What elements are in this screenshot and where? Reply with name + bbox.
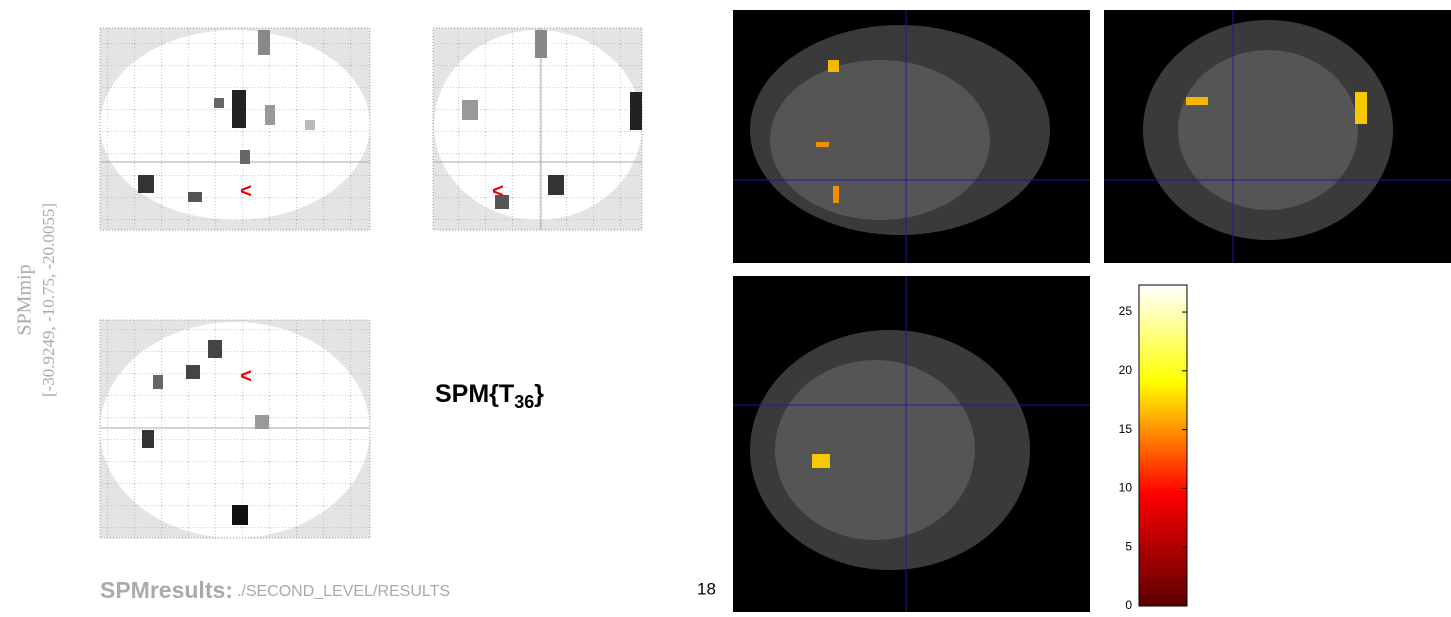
results-label: SPMresults: — [100, 577, 233, 603]
mip-title: SPMmip — [14, 264, 36, 335]
glass-brain-sagittal: < — [100, 28, 370, 230]
mri-sagittal — [733, 10, 1090, 263]
mri-axial — [733, 276, 1090, 612]
colorbar-tick-label: 5 — [1125, 539, 1132, 553]
colorbar-tick-label: 25 — [1119, 304, 1133, 318]
mip-coordinates: [-30.9249, -10.75, -20.0055] — [39, 203, 58, 397]
results-path: ./SECOND_LEVEL/RESULTS — [237, 583, 450, 600]
results-line: SPMresults:./SECOND_LEVEL/RESULTS — [100, 577, 450, 603]
colorbar-tick-label: 10 — [1119, 481, 1133, 495]
glass-brain-axial: < — [100, 320, 370, 538]
statistic-subscript: 36 — [514, 392, 534, 412]
svg-text:<: < — [240, 365, 252, 387]
page: SPMmip [-30.9249, -10.75, -20.0055] < < … — [0, 0, 1451, 612]
svg-text:<: < — [492, 180, 504, 202]
statistic-prefix: SPM{T — [435, 380, 514, 408]
spm-results-window: SPMmip [-30.9249, -10.75, -20.0055] < < … — [0, 0, 1451, 612]
mip-label: SPMmip [-30.9249, -10.75, -20.0055] — [14, 203, 58, 397]
colorbar-tick-label: 20 — [1119, 363, 1133, 377]
statistic-label: SPM{T36} — [435, 380, 544, 412]
statistic-suffix: } — [534, 380, 544, 408]
colorbar-tick-label: 0 — [1125, 598, 1132, 612]
colorbar-tick-label: 15 — [1119, 422, 1133, 436]
page-number: 18 — [697, 579, 716, 598]
colorbar: 0 5 10 15 20 25 — [1119, 285, 1187, 612]
svg-text:<: < — [240, 180, 252, 202]
glass-brain-coronal: < — [433, 28, 642, 230]
mri-coronal — [1104, 10, 1451, 263]
colorbar-gradient — [1139, 285, 1187, 606]
